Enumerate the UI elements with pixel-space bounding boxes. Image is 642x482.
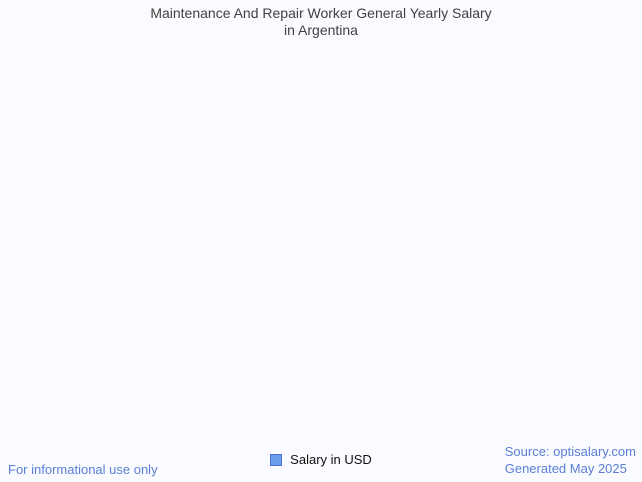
footer-disclaimer: For informational use only: [8, 462, 158, 477]
legend: Salary in USD: [0, 452, 642, 467]
legend-swatch-icon: [270, 453, 283, 466]
chart-title: Maintenance And Repair Worker General Ye…: [0, 5, 642, 39]
footer-source-line: Source: optisalary.com: [504, 444, 636, 459]
chart-title-line-2: in Argentina: [284, 22, 358, 38]
footer-source: Source: optisalary.com Generated May 202…: [505, 443, 636, 477]
footer-generated-line: Generated May 2025: [504, 461, 627, 476]
legend-label: Salary in USD: [290, 452, 372, 467]
chart-title-line-1: Maintenance And Repair Worker General Ye…: [150, 5, 492, 21]
